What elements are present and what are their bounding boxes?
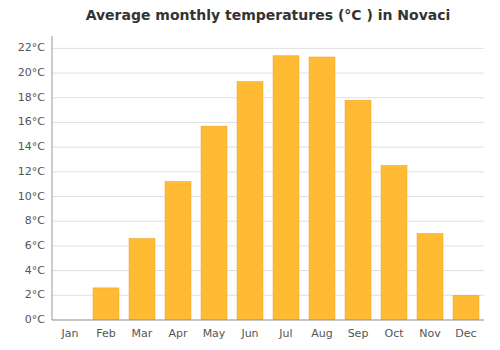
bar [453,295,479,320]
y-tick-label: 20°C [18,66,45,79]
bar [417,234,443,320]
x-tick-label: Feb [96,327,115,340]
y-axis: 0°C 2°C 4°C 6°C 8°C 10°C 12°C 14°C 16°C 18°C 20°C 2… [18,36,52,326]
x-tick-label: Oct [384,327,404,340]
grid-line [52,73,484,74]
y-tick-label: 4°C [25,264,45,277]
y-axis-line [52,36,53,320]
bars [93,56,479,320]
bar [273,56,299,320]
y-tick-label: 18°C [18,91,45,104]
x-tick-label: Dec [455,327,476,340]
y-tick-label: 8°C [25,214,45,227]
x-tick-label: Aug [311,327,332,340]
grid-line [52,147,484,148]
x-axis: Jan Feb Mar Apr May Jun Jul Aug Sep Oct Nov Dec [52,320,484,340]
grid-line [52,122,484,123]
y-grid [52,48,484,320]
y-tick-label: 2°C [25,288,45,301]
bar [129,239,155,320]
y-tick-label: 12°C [18,165,45,178]
x-tick-label: Jun [240,327,258,340]
chart: Average monthly temperatures (°C ) in No… [0,0,500,350]
x-tick-label: Apr [168,327,188,340]
y-tick-label: 22°C [18,41,45,54]
grid-line [52,221,484,222]
bar [237,82,263,320]
x-tick-label: Mar [132,327,153,340]
grid-line [52,196,484,197]
bar [201,126,227,320]
x-axis-line [52,320,484,321]
grid-line [52,171,484,172]
grid-line [52,320,484,321]
grid-line [52,97,484,98]
x-tick-label: Jan [61,327,79,340]
y-tick-label: 16°C [18,115,45,128]
y-tick-label: 6°C [25,239,45,252]
bar [165,182,191,320]
x-tick-label: Sep [348,327,369,340]
x-tick-label: Jul [278,327,292,340]
bar [345,100,371,320]
x-tick-label: May [203,327,226,340]
grid-line [52,48,484,49]
title: Average monthly temperatures (°C ) in No… [86,7,451,23]
y-tick-label: 10°C [18,190,45,203]
bar [381,166,407,320]
bar [309,57,335,320]
y-tick-label: 0°C [25,313,45,326]
x-tick-label: Nov [419,327,441,340]
y-tick-label: 14°C [18,140,45,153]
bar [93,288,119,320]
